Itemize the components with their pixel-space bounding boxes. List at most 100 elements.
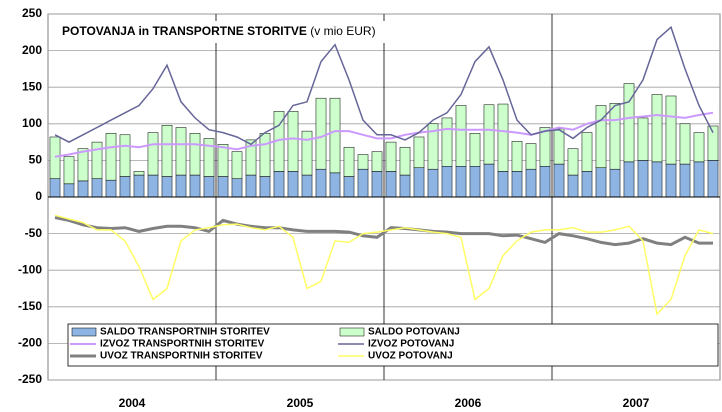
bar (231, 151, 243, 179)
legend-swatch (71, 327, 97, 337)
bar (49, 178, 61, 198)
y-tick-label: 100 (22, 116, 42, 130)
bar (385, 141, 397, 172)
title: POTOVANJA in TRANSPORTNE STORITVE (62, 24, 307, 38)
bar (315, 97, 327, 170)
bar (609, 103, 621, 170)
subtitle: (v mio EUR) (310, 24, 375, 38)
legend-label: SALDO TRANSPORTNIH STORITEV (100, 327, 270, 338)
bar (595, 167, 607, 198)
bar (693, 132, 705, 163)
x-tick-label: 2007 (623, 396, 650, 410)
bar (651, 161, 663, 198)
bar (455, 105, 467, 167)
legend-label: UVOZ POTOVANJ (368, 351, 453, 362)
bar (357, 154, 369, 170)
line (54, 111, 714, 158)
bar (203, 138, 215, 177)
legend-label: SALDO POTOVANJ (368, 327, 460, 338)
bar (287, 171, 299, 198)
y-tick-label: 50 (29, 153, 43, 167)
bar (329, 172, 341, 198)
bar (371, 171, 383, 198)
bar (525, 168, 537, 198)
bar (567, 174, 579, 198)
bar (511, 171, 523, 198)
chart-title: POTOVANJA in TRANSPORTNE STORITVE (v mio… (62, 24, 376, 38)
bar (441, 166, 453, 198)
bar (567, 148, 579, 176)
line (54, 214, 714, 316)
line (54, 216, 713, 247)
bar (77, 148, 89, 182)
y-tick-label: -100 (18, 262, 42, 276)
bar (161, 176, 173, 198)
legend-label: IZVOZ TRANSPORTNIH STORITEV (100, 339, 265, 350)
bar (525, 143, 537, 170)
bar (245, 174, 257, 198)
bar (511, 141, 523, 172)
bar (189, 133, 201, 176)
y-tick-label: 150 (22, 79, 42, 93)
bar (497, 103, 509, 172)
bar (343, 176, 355, 198)
bar (119, 134, 131, 177)
bar (259, 176, 271, 198)
bar (637, 160, 649, 198)
bar (301, 174, 313, 198)
bar (609, 168, 621, 198)
bar (329, 97, 341, 174)
bar (133, 171, 145, 176)
legend-swatch (339, 327, 365, 337)
bar (623, 161, 635, 198)
bar (273, 171, 285, 198)
bar (595, 105, 607, 168)
bar (497, 171, 509, 198)
bar (651, 94, 663, 163)
bar (469, 166, 481, 198)
line (54, 25, 714, 146)
bar (371, 151, 383, 172)
y-tick-label: -200 (18, 336, 42, 350)
bar (119, 176, 131, 198)
title-box (56, 21, 392, 43)
bar (399, 174, 411, 198)
bar (679, 163, 691, 198)
bar (413, 167, 425, 198)
bar (105, 133, 117, 181)
y-tick-label: 200 (22, 43, 42, 57)
bar (707, 125, 719, 161)
bar (63, 183, 75, 198)
bar (413, 136, 425, 168)
bar (637, 117, 649, 161)
bar (49, 136, 61, 179)
bar (539, 166, 551, 198)
bar (203, 176, 215, 198)
x-tick-label: 2004 (119, 396, 146, 410)
bar (259, 133, 271, 177)
bar (665, 95, 677, 165)
bar (245, 139, 257, 176)
bar (175, 127, 187, 176)
bar (91, 141, 103, 179)
y-tick-label: 0 (35, 189, 42, 203)
bar (63, 156, 75, 185)
legend-label: UVOZ TRANSPORTNIH STORITEV (100, 351, 263, 362)
bar (217, 176, 229, 198)
bar (77, 180, 89, 198)
bar (483, 163, 495, 198)
bar (91, 178, 103, 198)
bar (553, 128, 565, 165)
bar (231, 178, 243, 198)
bar (343, 146, 355, 177)
bar (217, 144, 229, 177)
bar (161, 125, 173, 177)
bar (581, 132, 593, 172)
legend: SALDO TRANSPORTNIH STORITEV SALDO POTOVAN… (67, 323, 719, 367)
x-tick-label: 2006 (455, 396, 482, 410)
bar (665, 163, 677, 198)
bar (105, 179, 117, 198)
bar (189, 174, 201, 198)
bar (357, 168, 369, 198)
